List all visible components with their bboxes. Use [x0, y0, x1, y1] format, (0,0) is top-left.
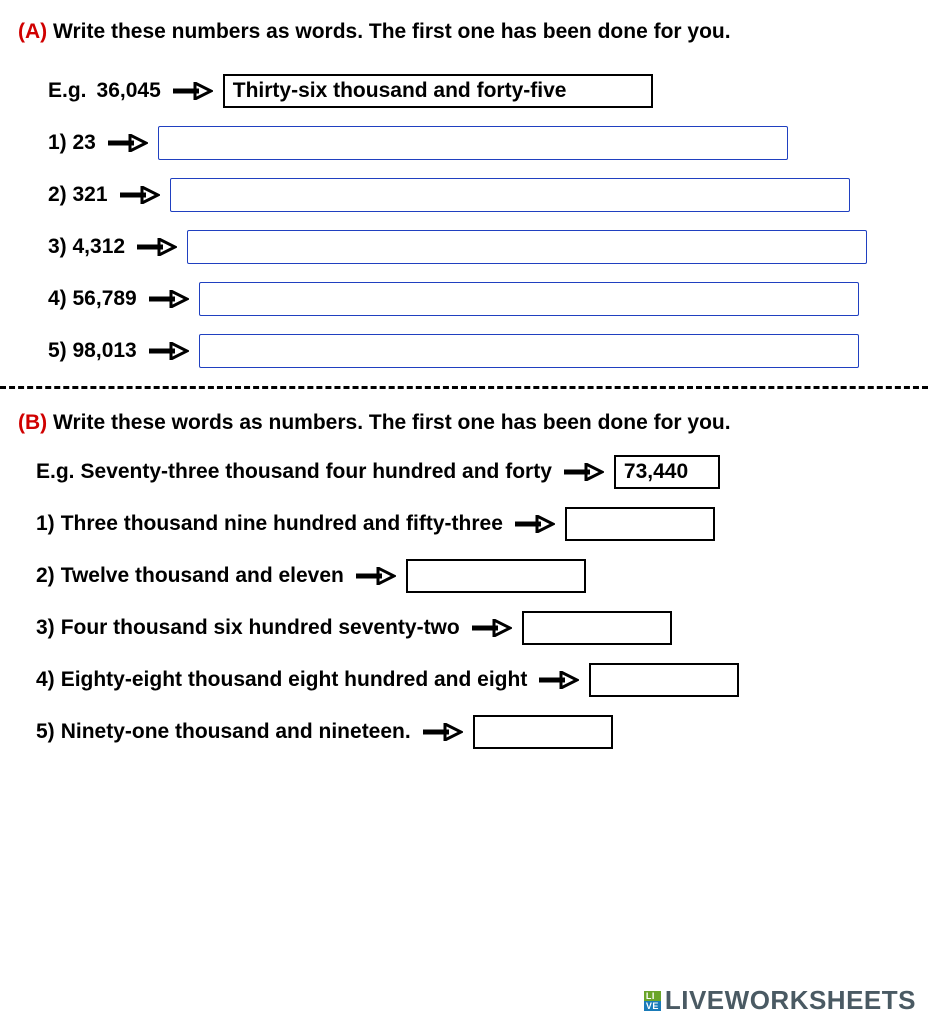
- arrow-icon: [106, 134, 148, 152]
- question-b-text: Four thousand six hundred seventy-two: [61, 616, 460, 640]
- question-b-label: 5): [36, 720, 55, 744]
- example-a-row: E.g. 36,045 Thirty-six thousand and fort…: [18, 74, 910, 108]
- question-a-row: 3) 4,312: [18, 230, 910, 264]
- answer-input[interactable]: [589, 663, 739, 697]
- example-b-row: E.g. Seventy-three thousand four hundred…: [18, 455, 910, 489]
- example-b-answer: 73,440: [624, 460, 688, 484]
- question-b-row: 1)Three thousand nine hundred and fifty-…: [18, 507, 910, 541]
- answer-input[interactable]: [170, 178, 850, 212]
- question-b-label: 2): [36, 564, 55, 588]
- section-a-instruction: (A) Write these numbers as words. The fi…: [18, 20, 910, 44]
- answer-input[interactable]: [187, 230, 867, 264]
- example-a-prefix: E.g.: [48, 79, 87, 103]
- question-a-label: 2) 321: [48, 183, 108, 207]
- example-b-answer-box: 73,440: [614, 455, 720, 489]
- question-a-row: 4) 56,789: [18, 282, 910, 316]
- question-a-row: 2) 321: [18, 178, 910, 212]
- question-b-row: 2)Twelve thousand and eleven: [18, 559, 910, 593]
- section-divider: [0, 386, 928, 389]
- question-b-label: 3): [36, 616, 55, 640]
- arrow-icon: [147, 342, 189, 360]
- question-b-text: Eighty-eight thousand eight hundred and …: [61, 668, 528, 692]
- question-b-label: 4): [36, 668, 55, 692]
- section-b-label: (B): [18, 411, 47, 434]
- arrow-icon: [354, 567, 396, 585]
- watermark-text: LIVEWORKSHEETS: [665, 985, 916, 1016]
- example-a-answer: Thirty-six thousand and forty-five: [233, 79, 567, 103]
- answer-input[interactable]: [522, 611, 672, 645]
- question-b-row: 5)Ninety-one thousand and nineteen.: [18, 715, 910, 749]
- arrow-icon: [513, 515, 555, 533]
- watermark-badge-icon: LIVE: [644, 991, 661, 1011]
- arrow-icon: [537, 671, 579, 689]
- section-a-text: Write these numbers as words. The first …: [53, 20, 731, 43]
- answer-input[interactable]: [406, 559, 586, 593]
- arrow-icon: [470, 619, 512, 637]
- answer-input[interactable]: [158, 126, 788, 160]
- example-b-text: Seventy-three thousand four hundred and …: [81, 460, 552, 484]
- question-b-text: Ninety-one thousand and nineteen.: [61, 720, 411, 744]
- question-b-text: Twelve thousand and eleven: [61, 564, 344, 588]
- answer-input[interactable]: [199, 282, 859, 316]
- question-a-label: 3) 4,312: [48, 235, 125, 259]
- arrow-icon: [421, 723, 463, 741]
- answer-input[interactable]: [199, 334, 859, 368]
- section-a-label: (A): [18, 20, 47, 43]
- question-b-label: 1): [36, 512, 55, 536]
- question-b-row: 3)Four thousand six hundred seventy-two: [18, 611, 910, 645]
- answer-input[interactable]: [565, 507, 715, 541]
- example-a-answer-box: Thirty-six thousand and forty-five: [223, 74, 653, 108]
- arrow-icon: [147, 290, 189, 308]
- question-b-text: Three thousand nine hundred and fifty-th…: [61, 512, 503, 536]
- question-a-label: 1) 23: [48, 131, 96, 155]
- question-a-label: 4) 56,789: [48, 287, 137, 311]
- answer-input[interactable]: [473, 715, 613, 749]
- section-b-text: Write these words as numbers. The first …: [53, 411, 731, 434]
- arrow-icon: [118, 186, 160, 204]
- question-a-row: 1) 23: [18, 126, 910, 160]
- question-a-row: 5) 98,013: [18, 334, 910, 368]
- question-a-label: 5) 98,013: [48, 339, 137, 363]
- question-b-row: 4)Eighty-eight thousand eight hundred an…: [18, 663, 910, 697]
- watermark: LIVE LIVEWORKSHEETS: [644, 985, 916, 1016]
- section-b-instruction: (B) Write these words as numbers. The fi…: [18, 411, 910, 435]
- example-a-number: 36,045: [97, 79, 161, 103]
- arrow-icon: [562, 463, 604, 481]
- arrow-icon: [171, 82, 213, 100]
- arrow-icon: [135, 238, 177, 256]
- example-b-prefix: E.g.: [36, 460, 75, 484]
